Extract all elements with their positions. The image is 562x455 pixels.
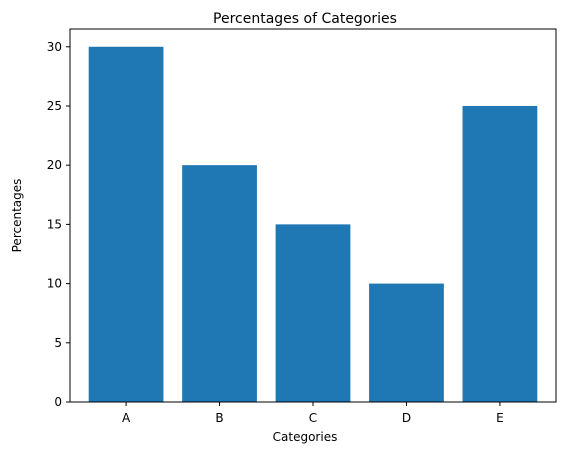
bar-c bbox=[275, 224, 351, 402]
x-tick-label: D bbox=[402, 411, 411, 425]
bar-b bbox=[182, 165, 257, 402]
y-axis: 0 5 10 15 20 25 30 bbox=[47, 40, 70, 409]
x-tick-label: E bbox=[496, 411, 504, 425]
x-tick-label: A bbox=[122, 411, 131, 425]
y-tick-label: 10 bbox=[47, 277, 62, 291]
x-tick-label: C bbox=[309, 411, 317, 425]
bar-d bbox=[369, 283, 444, 402]
y-tick-label: 30 bbox=[47, 40, 62, 54]
y-tick-label: 25 bbox=[47, 99, 62, 113]
bars-group bbox=[88, 46, 538, 403]
y-tick-label: 15 bbox=[47, 217, 62, 231]
bar-e bbox=[462, 105, 538, 402]
x-axis-title: Categories bbox=[273, 430, 338, 444]
y-axis-title: Percentages bbox=[10, 179, 24, 253]
y-tick-label: 5 bbox=[54, 336, 62, 350]
y-tick-label: 0 bbox=[54, 395, 62, 409]
x-axis: A B C D E bbox=[122, 402, 504, 425]
y-tick-label: 20 bbox=[47, 158, 62, 172]
bar-a bbox=[88, 46, 164, 403]
chart-title: Percentages of Categories bbox=[213, 11, 397, 27]
x-tick-label: B bbox=[215, 411, 223, 425]
